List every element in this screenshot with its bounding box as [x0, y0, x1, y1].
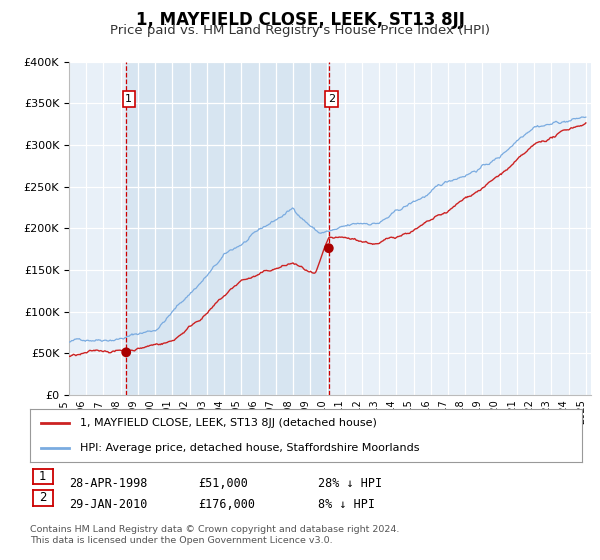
Text: 2003: 2003	[197, 399, 207, 423]
Text: £51,000: £51,000	[198, 477, 248, 490]
Text: £176,000: £176,000	[198, 498, 255, 511]
Text: Contains HM Land Registry data © Crown copyright and database right 2024.: Contains HM Land Registry data © Crown c…	[30, 525, 400, 534]
Text: 1996: 1996	[76, 399, 86, 423]
Text: 2015: 2015	[404, 399, 413, 424]
Text: 1, MAYFIELD CLOSE, LEEK, ST13 8JJ: 1, MAYFIELD CLOSE, LEEK, ST13 8JJ	[136, 11, 464, 29]
Text: 8% ↓ HPI: 8% ↓ HPI	[318, 498, 375, 511]
Text: HPI: Average price, detached house, Staffordshire Moorlands: HPI: Average price, detached house, Staf…	[80, 442, 419, 452]
Text: This data is licensed under the Open Government Licence v3.0.: This data is licensed under the Open Gov…	[30, 536, 332, 545]
Text: 2001: 2001	[163, 399, 172, 423]
Text: 2: 2	[39, 491, 47, 505]
Text: 28% ↓ HPI: 28% ↓ HPI	[318, 477, 382, 490]
Text: 2006: 2006	[248, 399, 259, 423]
Text: 2004: 2004	[214, 399, 224, 423]
Text: 1999: 1999	[128, 399, 138, 423]
Text: 2009: 2009	[300, 399, 310, 423]
Text: 2005: 2005	[231, 399, 241, 424]
Bar	[126, 62, 329, 395]
Point	[324, 244, 334, 253]
Text: 2017: 2017	[438, 399, 448, 424]
Text: 2016: 2016	[421, 399, 431, 423]
Text: 1: 1	[39, 470, 47, 483]
Text: 2022: 2022	[524, 399, 534, 424]
Text: 2023: 2023	[541, 399, 551, 424]
Text: 28-APR-1998: 28-APR-1998	[69, 477, 148, 490]
Text: 2011: 2011	[335, 399, 344, 423]
Text: 2020: 2020	[490, 399, 500, 424]
Text: 2000: 2000	[145, 399, 155, 423]
Text: 29-JAN-2010: 29-JAN-2010	[69, 498, 148, 511]
Text: 1997: 1997	[94, 399, 103, 423]
Text: 2: 2	[328, 94, 335, 104]
Text: 2019: 2019	[472, 399, 482, 423]
Text: 2025: 2025	[576, 399, 586, 424]
Text: Price paid vs. HM Land Registry's House Price Index (HPI): Price paid vs. HM Land Registry's House …	[110, 24, 490, 36]
Point	[121, 348, 131, 357]
Text: 1995: 1995	[59, 399, 69, 423]
Text: 2007: 2007	[266, 399, 276, 424]
Text: 2002: 2002	[179, 399, 190, 424]
Text: 1, MAYFIELD CLOSE, LEEK, ST13 8JJ (detached house): 1, MAYFIELD CLOSE, LEEK, ST13 8JJ (detac…	[80, 418, 377, 428]
Text: 2014: 2014	[386, 399, 397, 423]
Text: 2024: 2024	[559, 399, 569, 424]
Text: 1: 1	[125, 94, 132, 104]
Text: 2010: 2010	[317, 399, 328, 423]
Text: 2013: 2013	[369, 399, 379, 423]
Text: 2012: 2012	[352, 399, 362, 424]
Text: 1998: 1998	[110, 399, 121, 423]
Text: 2008: 2008	[283, 399, 293, 423]
Text: 2021: 2021	[507, 399, 517, 424]
Text: 2018: 2018	[455, 399, 465, 423]
